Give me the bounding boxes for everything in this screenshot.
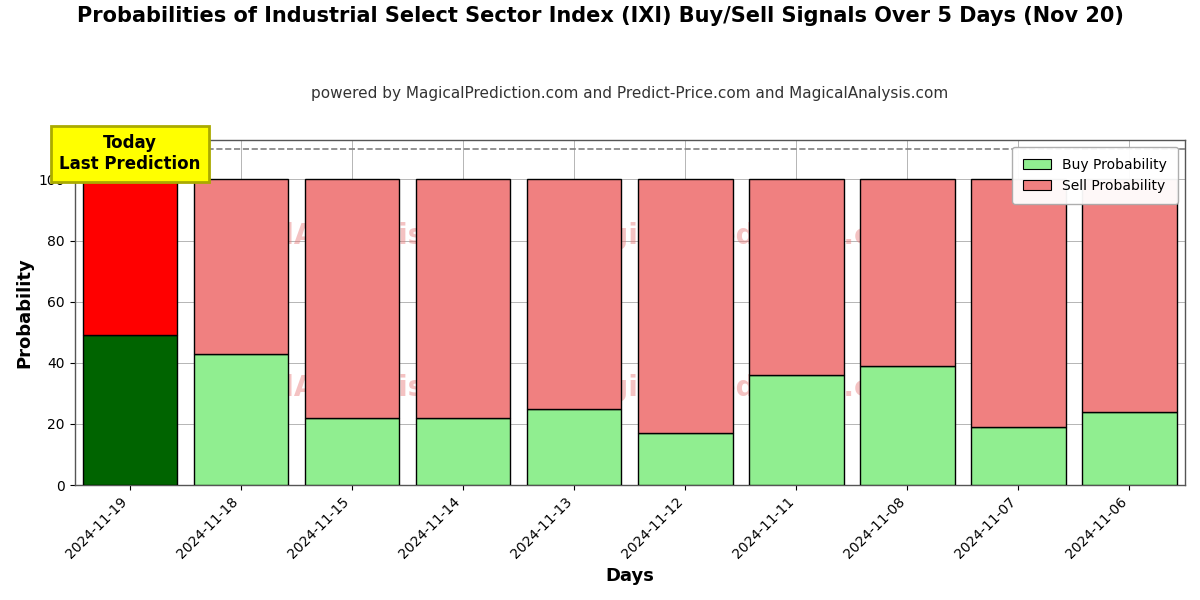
Bar xyxy=(305,418,400,485)
Bar xyxy=(305,179,400,418)
Text: Today
Last Prediction: Today Last Prediction xyxy=(60,134,200,173)
Bar xyxy=(749,179,844,375)
Bar xyxy=(638,179,732,433)
Y-axis label: Probability: Probability xyxy=(16,257,34,368)
Text: Probabilities of Industrial Select Sector Index (IXI) Buy/Sell Signals Over 5 Da: Probabilities of Industrial Select Secto… xyxy=(77,6,1123,26)
Text: MagicalPrediction.com: MagicalPrediction.com xyxy=(563,223,919,250)
Bar xyxy=(971,179,1066,427)
X-axis label: Days: Days xyxy=(605,567,654,585)
Bar xyxy=(860,179,955,366)
Bar xyxy=(416,179,510,418)
Legend: Buy Probability, Sell Probability: Buy Probability, Sell Probability xyxy=(1012,146,1178,204)
Title: powered by MagicalPrediction.com and Predict-Price.com and MagicalAnalysis.com: powered by MagicalPrediction.com and Pre… xyxy=(311,86,948,101)
Bar xyxy=(749,375,844,485)
Text: calAnalysis.com: calAnalysis.com xyxy=(250,223,499,250)
Bar xyxy=(1082,179,1177,412)
Bar xyxy=(83,335,178,485)
Bar xyxy=(83,179,178,335)
Bar xyxy=(416,418,510,485)
Text: MagicalPrediction.com: MagicalPrediction.com xyxy=(563,374,919,403)
Bar xyxy=(1082,412,1177,485)
Bar xyxy=(638,433,732,485)
Bar xyxy=(527,409,622,485)
Bar xyxy=(194,353,288,485)
Text: calAnalysis.com: calAnalysis.com xyxy=(250,374,499,403)
Bar xyxy=(860,366,955,485)
Bar xyxy=(971,427,1066,485)
Bar xyxy=(194,179,288,353)
Bar xyxy=(527,179,622,409)
